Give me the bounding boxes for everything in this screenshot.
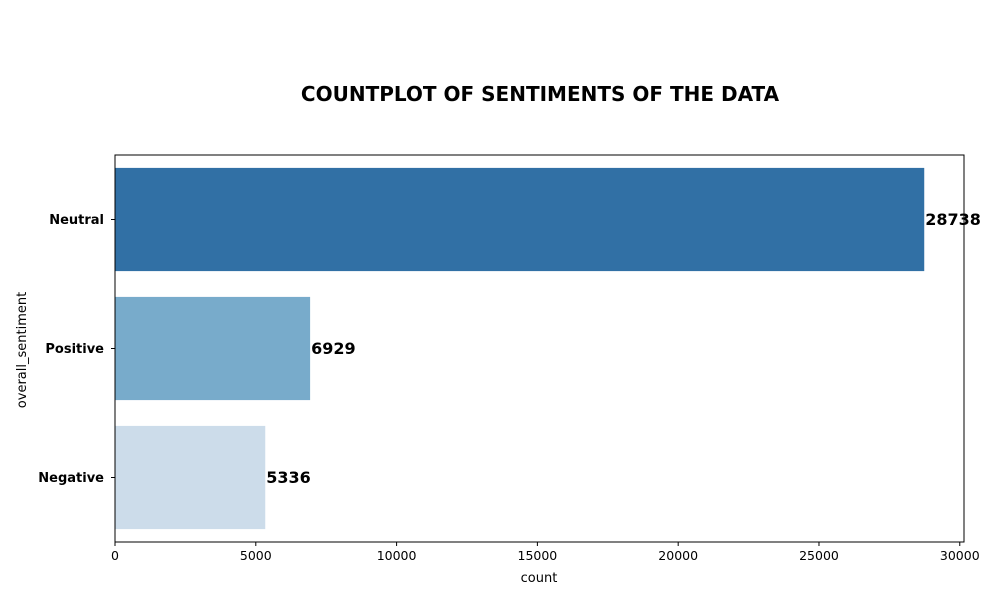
- x-tick-label: 30000: [940, 548, 980, 563]
- bar-negative: [115, 425, 266, 530]
- x-tick-label: 10000: [377, 548, 417, 563]
- data-label-positive: 6929: [311, 339, 356, 358]
- x-tick-label: 0: [111, 548, 119, 563]
- y-tick-label-negative: Negative: [38, 471, 104, 486]
- y-tick-label-neutral: Neutral: [49, 213, 104, 228]
- bar-positive: [115, 296, 311, 401]
- data-label-neutral: 28738: [925, 210, 981, 229]
- x-tick-label: 25000: [799, 548, 839, 563]
- labels-layer: Neutral 28738 Positive 6929 Negative 5336 0 500…: [38, 210, 981, 563]
- x-tick-label: 20000: [658, 548, 698, 563]
- y-axis-label: overall_sentiment: [15, 292, 30, 408]
- ticks-layer: [111, 219, 961, 546]
- bars-layer: [115, 167, 925, 530]
- y-tick-label-positive: Positive: [45, 342, 104, 357]
- x-axis-label: count: [521, 571, 558, 586]
- data-label-negative: 5336: [266, 468, 311, 487]
- x-tick-label: 15000: [518, 548, 558, 563]
- chart-title: COUNTPLOT OF SENTIMENTS OF THE DATA: [301, 82, 780, 106]
- bar-neutral: [115, 167, 925, 272]
- x-tick-label: 5000: [240, 548, 272, 563]
